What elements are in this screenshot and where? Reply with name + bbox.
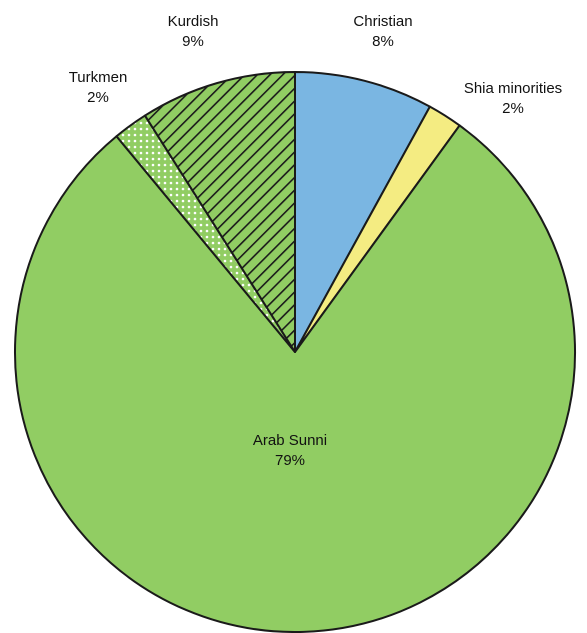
slice-label-turkmen: Turkmen <box>69 69 128 86</box>
slice-value-kurdish: 9% <box>182 33 204 50</box>
label-shia-minorities: Shia minorities 2% <box>464 80 562 117</box>
label-arab-sunni: Arab Sunni 79% <box>253 432 327 469</box>
slice-label-arab-sunni: Arab Sunni <box>253 432 327 449</box>
pie-slice-kurdish <box>143 71 296 353</box>
slice-value-turkmen: 2% <box>87 89 109 106</box>
slice-value-arab-sunni: 79% <box>275 452 305 469</box>
label-turkmen: Turkmen 2% <box>69 69 128 106</box>
pie-slice-christian <box>294 71 431 353</box>
slice-value-christian: 8% <box>372 33 394 50</box>
slice-label-kurdish: Kurdish <box>168 13 219 30</box>
slice-label-christian: Christian <box>353 13 412 30</box>
slice-label-shia-minorities: Shia minorities <box>464 80 562 97</box>
label-christian: Christian 8% <box>353 13 412 50</box>
pie-slices <box>14 71 576 633</box>
pie-slice-arab-sunni <box>14 124 576 633</box>
label-kurdish: Kurdish 9% <box>168 13 219 50</box>
slice-value-shia-minorities: 2% <box>502 100 524 117</box>
